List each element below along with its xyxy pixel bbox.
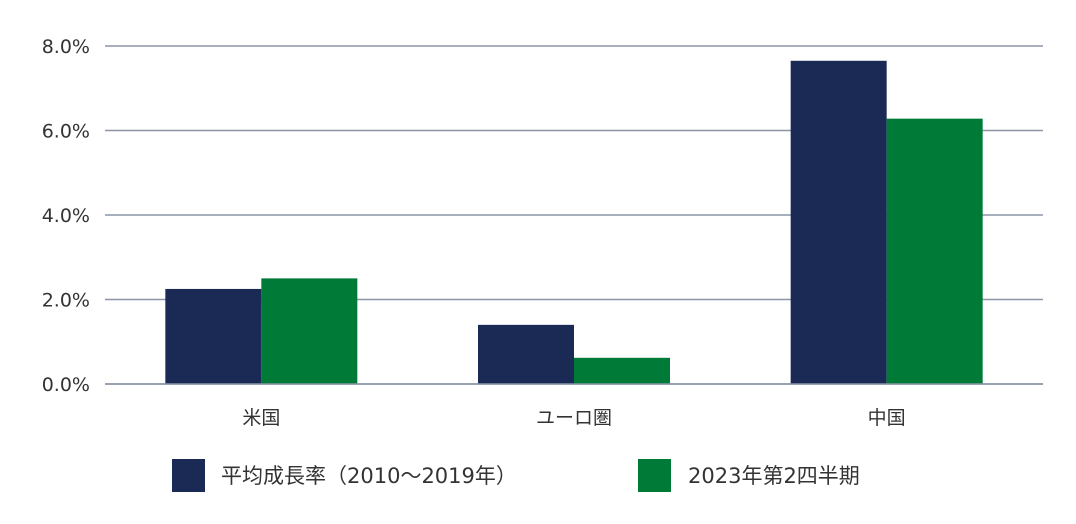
category-label: 米国: [242, 407, 280, 429]
legend-label: 平均成長率（2010～2019年）: [221, 464, 517, 488]
y-tick-label: 8.0%: [42, 36, 90, 58]
y-tick-label: 0.0%: [42, 374, 90, 396]
category-label: ユーロ圏: [536, 407, 612, 429]
bars: [105, 60, 1043, 385]
legend-swatch: [638, 459, 671, 492]
bar-series-0-cat-0: [165, 288, 262, 384]
bar-series-0-cat-2: [790, 60, 887, 384]
x-axis-categories: 米国 ユーロ圏 中国: [242, 407, 905, 429]
bar-series-0-cat-1: [478, 324, 574, 384]
bar-series-1-cat-1: [574, 357, 670, 384]
bar-series-1-cat-2: [886, 118, 983, 385]
y-axis-ticks: 0.0% 2.0% 4.0% 6.0% 8.0%: [42, 36, 90, 396]
legend-swatch: [172, 459, 205, 492]
y-tick-label: 4.0%: [42, 205, 90, 227]
bar-series-1-cat-0: [261, 278, 358, 384]
legend: 平均成長率（2010～2019年） 2023年第2四半期: [172, 459, 860, 492]
y-tick-label: 6.0%: [42, 121, 90, 143]
y-tick-label: 2.0%: [42, 290, 90, 312]
category-label: 中国: [868, 407, 906, 429]
legend-label: 2023年第2四半期: [688, 464, 860, 488]
